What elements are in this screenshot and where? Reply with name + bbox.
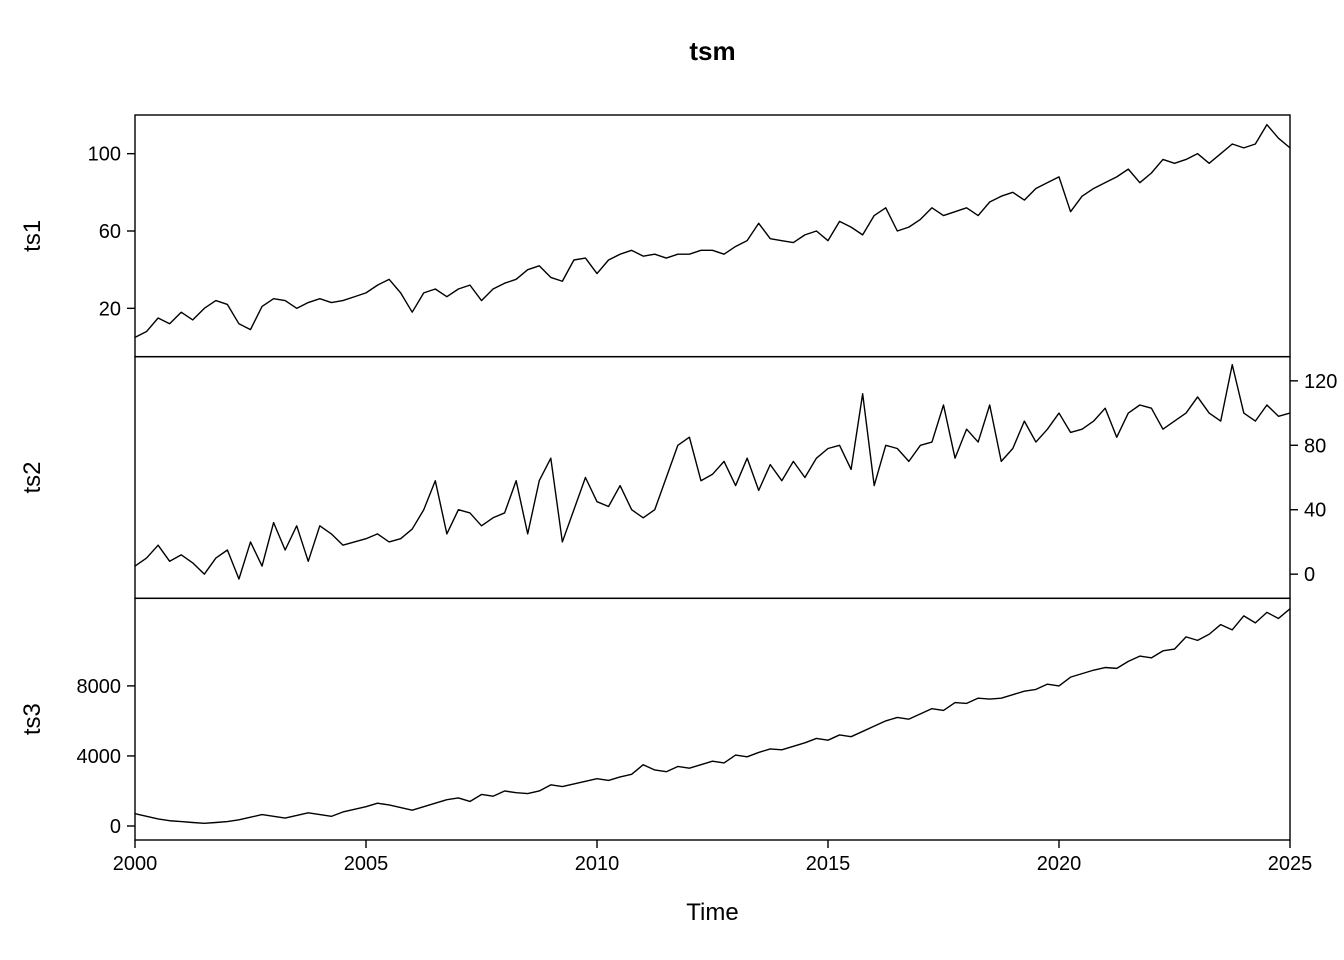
x-tick-label: 2010 [575, 853, 620, 875]
y-tick-label: 120 [1304, 371, 1337, 393]
x-tick-label: 2025 [1268, 853, 1313, 875]
x-tick-label: 2015 [806, 853, 851, 875]
plot-bg [0, 0, 1344, 960]
panel-ylabel: ts2 [19, 461, 46, 493]
y-tick-label: 0 [1304, 564, 1315, 586]
y-tick-label: 4000 [77, 746, 122, 768]
y-tick-label: 8000 [77, 676, 122, 698]
y-tick-label: 60 [99, 221, 121, 243]
plot-svg: tsm Time 2000 2005 2010 2015 2020 2025 20 60 100 ts… [0, 0, 1344, 960]
x-tick-label: 2000 [113, 853, 158, 875]
multivariate-ts-plot: tsm Time 2000 2005 2010 2015 2020 2025 20 60 100 ts… [0, 0, 1344, 960]
y-tick-label: 40 [1304, 500, 1326, 522]
y-tick-label: 100 [88, 144, 121, 166]
panel-ylabel: ts1 [19, 220, 46, 252]
x-tick-label: 2020 [1037, 853, 1082, 875]
y-tick-label: 0 [110, 816, 121, 838]
y-tick-label: 80 [1304, 435, 1326, 457]
y-tick-label: 20 [99, 298, 121, 320]
x-axis-label: Time [686, 899, 738, 926]
panel-ylabel: ts3 [19, 703, 46, 735]
plot-title: tsm [689, 36, 735, 66]
x-tick-label: 2005 [344, 853, 389, 875]
